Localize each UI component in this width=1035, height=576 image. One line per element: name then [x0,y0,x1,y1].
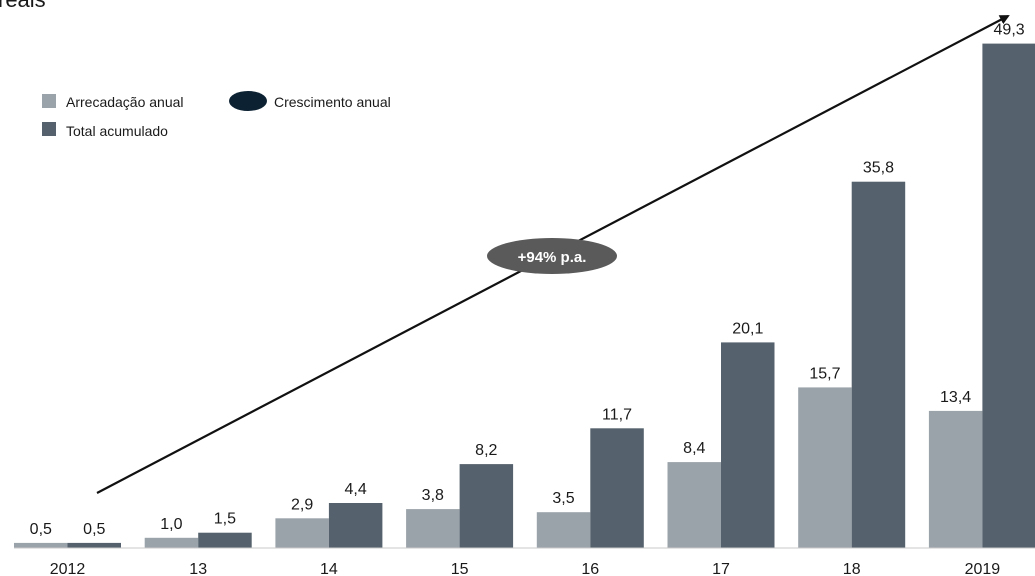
legend-swatch-crescimento [229,91,267,111]
legend: Arrecadação anual Crescimento anual Tota… [42,91,391,139]
value-labels-layer: 0,5 0,5 1,0 1,5 2,9 4,4 3,8 8,2 3,5 11,7 8,4 20,1 15… [30,22,1025,538]
value-label-total-14: 4,4 [344,481,366,498]
x-tick-label-2012: 2012 [50,561,86,576]
bar-total-14 [328,503,383,548]
legend-label-total: Total acumulado [66,123,168,139]
value-label-arrecadacao-2019: 13,4 [940,389,971,406]
value-label-total-2012: 0,5 [83,521,105,538]
x-tick-label-17: 17 [712,561,730,576]
legend-label-arrecadacao: Arrecadação anual [66,94,184,110]
value-label-arrecadacao-14: 2,9 [291,496,313,513]
bar-arrecadacao-2012 [14,542,68,548]
bar-arrecadacao-16 [536,512,591,548]
bar-arrecadacao-18 [798,387,852,548]
growth-annotation-text: +94% p.a. [518,249,587,266]
value-label-arrecadacao-18: 15,7 [809,365,840,382]
x-tick-label-16: 16 [581,561,599,576]
bar-total-2012 [67,542,121,548]
x-tick-label-2019: 2019 [965,561,1001,576]
bar-total-16 [590,428,644,548]
value-label-arrecadacao-2012: 0,5 [30,521,52,538]
growth-annotation-badge [487,238,617,274]
bar-total-15 [459,464,514,548]
value-label-total-13: 1,5 [214,511,236,528]
value-label-arrecadacao-17: 8,4 [683,440,705,457]
value-label-arrecadacao-15: 3,8 [422,487,444,504]
bar-arrecadacao-13 [144,537,199,548]
legend-swatch-total [42,122,56,136]
value-label-arrecadacao-16: 3,5 [552,490,574,507]
value-label-total-18: 35,8 [863,160,894,177]
unit-label: reais [0,0,46,12]
bar-arrecadacao-2019 [928,410,983,548]
bars-layer [14,43,1035,548]
legend-swatch-arrecadacao [42,94,56,108]
x-tick-label-15: 15 [451,561,469,576]
bar-arrecadacao-17 [667,462,721,548]
x-axis-ticks: 2012 13 14 15 16 17 18 2019 [50,561,1001,576]
bar-total-18 [851,181,906,548]
value-label-total-2019: 49,3 [994,22,1025,39]
value-label-total-16: 11,7 [602,406,632,423]
legend-label-crescimento: Crescimento anual [274,94,391,110]
bar-total-2019 [982,43,1035,548]
x-tick-label-14: 14 [320,561,338,576]
value-label-total-15: 8,2 [475,442,497,459]
bar-arrecadacao-14 [275,518,329,548]
bar-total-17 [721,342,775,548]
bar-total-13 [198,532,252,548]
x-tick-label-13: 13 [189,561,207,576]
x-tick-label-18: 18 [843,561,861,576]
bar-arrecadacao-15 [406,509,460,548]
value-label-arrecadacao-13: 1,0 [160,516,182,533]
value-label-total-17: 20,1 [732,320,763,337]
